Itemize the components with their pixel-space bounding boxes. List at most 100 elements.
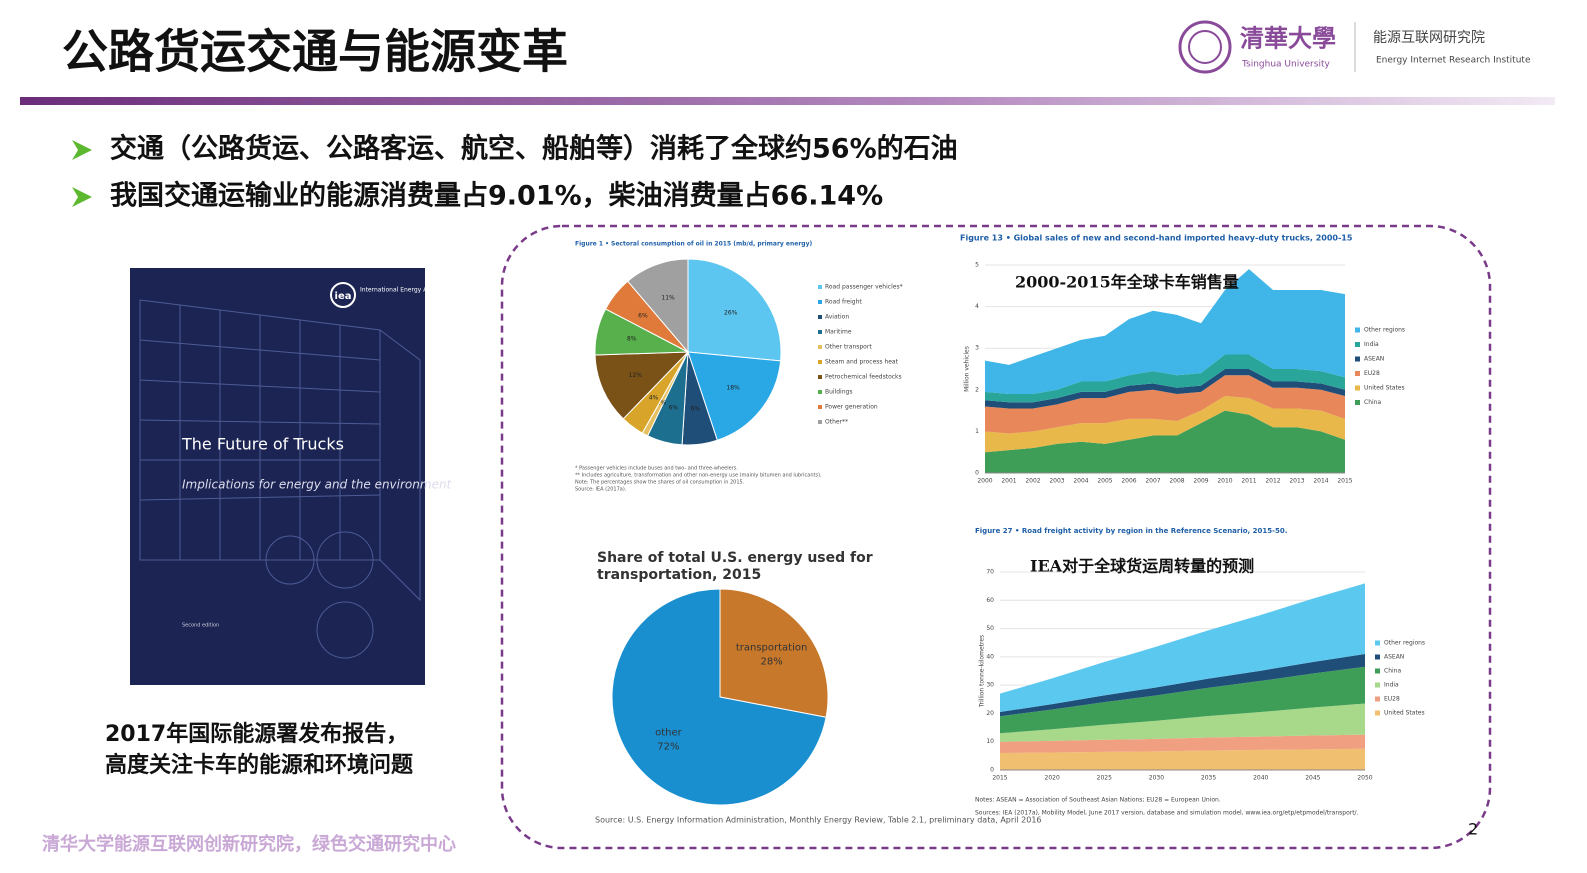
legend-swatch — [818, 285, 822, 289]
slice-value: 6% — [691, 406, 701, 413]
y-tick-label: 0 — [990, 767, 994, 774]
legend-label: Steam and process heat — [825, 359, 899, 366]
legend-swatch — [1375, 654, 1380, 660]
footer-text: 清华大学能源互联网创新研究院，绿色交通研究中心 — [42, 833, 456, 855]
book-cover: iea International Energy Agency The Futu… — [130, 268, 453, 685]
pie-slice — [611, 588, 827, 806]
x-tick-label: 2020 — [1045, 775, 1060, 782]
page-number: 2 — [1468, 820, 1478, 839]
legend-label: United States — [1384, 710, 1425, 717]
x-tick-label: 2002 — [1025, 478, 1040, 485]
logo-seal — [1178, 20, 1232, 74]
bullet-arrow — [72, 187, 92, 207]
pie-slice — [687, 258, 782, 362]
legend-label: United States — [1364, 385, 1405, 392]
area — [1000, 703, 1365, 742]
x-tick-label: 2014 — [1313, 478, 1328, 485]
slice-label: other — [655, 728, 683, 739]
x-tick-label: 2006 — [1121, 478, 1136, 485]
legend-swatch — [818, 330, 822, 334]
y-tick-label: 70 — [986, 569, 994, 576]
area — [985, 375, 1345, 434]
legend-swatch — [1375, 696, 1380, 702]
legend-label: China — [1384, 668, 1401, 675]
slice-value: 28% — [760, 656, 782, 667]
logo-name-en: Tsinghua University — [1241, 60, 1330, 70]
slice-value: 1% — [657, 400, 667, 407]
x-tick-label: 2030 — [1149, 775, 1164, 782]
iea-logo — [330, 282, 356, 308]
chart-note: ** Includes agriculture, transformation … — [575, 473, 822, 479]
pie-slice — [627, 258, 689, 354]
x-tick-label: 2005 — [1097, 478, 1112, 485]
legend-label: Buildings — [825, 389, 852, 396]
chart-note: Source: U.S. Energy Information Administ… — [595, 816, 1042, 825]
y-tick-label: 1 — [975, 428, 979, 435]
legend-label: ASEAN — [1364, 356, 1384, 363]
legend-swatch — [1375, 682, 1380, 688]
header-rule — [20, 97, 1555, 105]
x-tick-label: 2004 — [1073, 478, 1088, 485]
x-tick-label: 2013 — [1289, 478, 1304, 485]
chart-title: Share of total U.S. energy used for trans… — [597, 550, 873, 583]
legend-label: Petrochemical feedstocks — [825, 374, 902, 381]
slice-value: 72% — [657, 742, 679, 753]
overlay-title: 2000-2015年全球卡车销售量 — [1015, 273, 1239, 292]
legend-label: Road freight — [825, 299, 862, 306]
pie-slice — [719, 588, 829, 718]
slice-label: transportation — [736, 642, 808, 653]
bullet: 我国交通运输业的能源消费量占9.01%，柴油消费量占66.14% — [110, 180, 883, 212]
x-tick-label: 2012 — [1265, 478, 1280, 485]
y-tick-label: 2 — [975, 386, 979, 393]
slice-value: 6% — [669, 404, 679, 411]
chart-note: Source: IEA (2017a). — [575, 487, 627, 493]
slice-value: 8% — [627, 336, 637, 343]
legend-label: Power generation — [825, 404, 878, 411]
legend-label: EU28 — [1384, 696, 1400, 703]
y-tick-label: 3 — [975, 345, 979, 352]
y-tick-label: 50 — [986, 625, 994, 632]
institute-name: 能源互联网研究院 — [1373, 30, 1485, 46]
logo-name: 清華大學 — [1240, 24, 1336, 53]
legend-swatch — [1355, 371, 1360, 376]
x-tick-label: 2040 — [1253, 775, 1268, 782]
legend-swatch — [1375, 640, 1380, 646]
legend-swatch — [818, 300, 822, 304]
area — [1000, 583, 1365, 713]
y-tick-label: 4 — [975, 303, 979, 310]
y-tick-label: 10 — [986, 738, 994, 745]
x-tick-label: 2015 — [992, 775, 1007, 782]
caption: 2017年国际能源署发布报告， — [105, 721, 408, 747]
legend-swatch — [1355, 385, 1360, 391]
chart-title: Figure 13 • Global sales of new and seco… — [960, 234, 1353, 243]
legend-label: Other transport — [825, 344, 872, 351]
y-axis-label: Million vehicles — [964, 346, 971, 392]
legend-swatch — [818, 315, 822, 319]
slice-value: 26% — [724, 310, 738, 317]
area — [985, 369, 1345, 409]
legend-label: Other regions — [1364, 327, 1405, 334]
legend-label: Road passenger vehicles* — [825, 284, 903, 291]
x-tick-label: 2001 — [1001, 478, 1016, 485]
slice-value: 4% — [649, 395, 659, 402]
legend-swatch — [1375, 668, 1380, 674]
book-subtitle: Implications for energy and the environm… — [182, 478, 453, 492]
legend-label: India — [1364, 341, 1379, 348]
area — [985, 396, 1345, 453]
area — [1000, 654, 1365, 717]
legend-swatch — [818, 360, 822, 364]
y-tick-label: 5 — [975, 262, 979, 269]
chart-note: * Passenger vehicles include buses and t… — [575, 466, 738, 472]
legend-label: Maritime — [825, 329, 852, 336]
legend-swatch — [1355, 327, 1360, 333]
legend-label: India — [1384, 682, 1399, 689]
area — [985, 410, 1345, 473]
x-tick-label: 2007 — [1145, 478, 1160, 485]
area — [1000, 748, 1365, 770]
pie-slice — [594, 351, 690, 420]
cover-art — [139, 299, 421, 659]
publisher: International Energy Agency — [360, 287, 446, 294]
x-tick-label: 2015 — [1337, 478, 1352, 485]
